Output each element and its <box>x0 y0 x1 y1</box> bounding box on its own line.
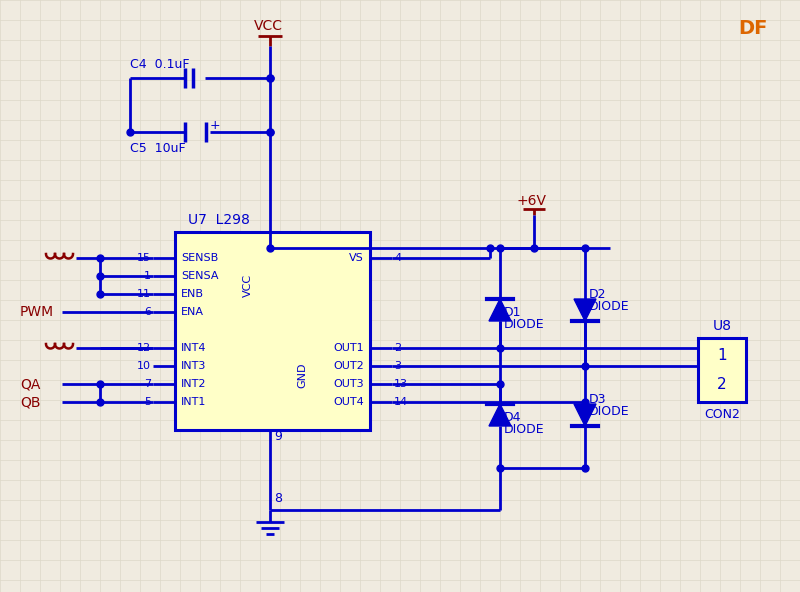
Text: D3: D3 <box>589 392 606 406</box>
Text: D2: D2 <box>589 288 606 301</box>
Text: OUT4: OUT4 <box>334 397 364 407</box>
Text: DIODE: DIODE <box>504 423 545 436</box>
Text: U8: U8 <box>713 319 731 333</box>
Text: CON2: CON2 <box>704 407 740 420</box>
Text: 11: 11 <box>137 289 151 299</box>
Text: OUT3: OUT3 <box>334 379 364 389</box>
Text: 6: 6 <box>144 307 151 317</box>
Text: DIODE: DIODE <box>589 404 630 417</box>
Text: 1: 1 <box>717 349 727 363</box>
Text: QA: QA <box>20 377 40 391</box>
Text: C5  10uF: C5 10uF <box>130 141 186 155</box>
Text: 1: 1 <box>144 271 151 281</box>
Text: VS: VS <box>350 253 364 263</box>
Text: DIODE: DIODE <box>504 317 545 330</box>
Text: 15: 15 <box>137 253 151 263</box>
Text: 7: 7 <box>144 379 151 389</box>
Polygon shape <box>489 299 511 321</box>
Bar <box>698 338 746 402</box>
Polygon shape <box>489 404 511 426</box>
Text: SENSA: SENSA <box>181 271 218 281</box>
Text: D1: D1 <box>504 305 522 318</box>
Polygon shape <box>574 404 596 426</box>
Text: 5: 5 <box>144 397 151 407</box>
Polygon shape <box>574 299 596 321</box>
Text: ENB: ENB <box>181 289 204 299</box>
Text: INT4: INT4 <box>181 343 206 353</box>
Text: VCC: VCC <box>254 19 283 33</box>
Text: 2: 2 <box>717 377 727 391</box>
Text: INT3: INT3 <box>181 361 206 371</box>
Text: INT1: INT1 <box>181 397 206 407</box>
Text: QB: QB <box>20 395 41 409</box>
Text: PWM: PWM <box>20 305 54 319</box>
Text: ENA: ENA <box>181 307 204 317</box>
Text: +: + <box>210 118 221 131</box>
Bar <box>175 232 370 430</box>
Text: +6V: +6V <box>516 194 546 208</box>
Text: SENSB: SENSB <box>181 253 218 263</box>
Text: INT2: INT2 <box>181 379 206 389</box>
Text: U7  L298: U7 L298 <box>188 213 250 227</box>
Text: 4: 4 <box>394 253 401 263</box>
Text: DIODE: DIODE <box>589 300 630 313</box>
Text: OUT1: OUT1 <box>334 343 364 353</box>
Text: DF: DF <box>738 18 767 37</box>
Text: 12: 12 <box>137 343 151 353</box>
Text: 2: 2 <box>394 343 401 353</box>
Text: 13: 13 <box>394 379 408 389</box>
Text: 9: 9 <box>274 430 282 442</box>
Text: 14: 14 <box>394 397 408 407</box>
Text: VCC: VCC <box>243 274 253 297</box>
Text: OUT2: OUT2 <box>334 361 364 371</box>
Text: 10: 10 <box>137 361 151 371</box>
Text: 3: 3 <box>394 361 401 371</box>
Text: D4: D4 <box>504 410 522 423</box>
Text: GND: GND <box>297 362 307 388</box>
Text: C4  0.1uF: C4 0.1uF <box>130 57 190 70</box>
Text: 8: 8 <box>274 491 282 504</box>
